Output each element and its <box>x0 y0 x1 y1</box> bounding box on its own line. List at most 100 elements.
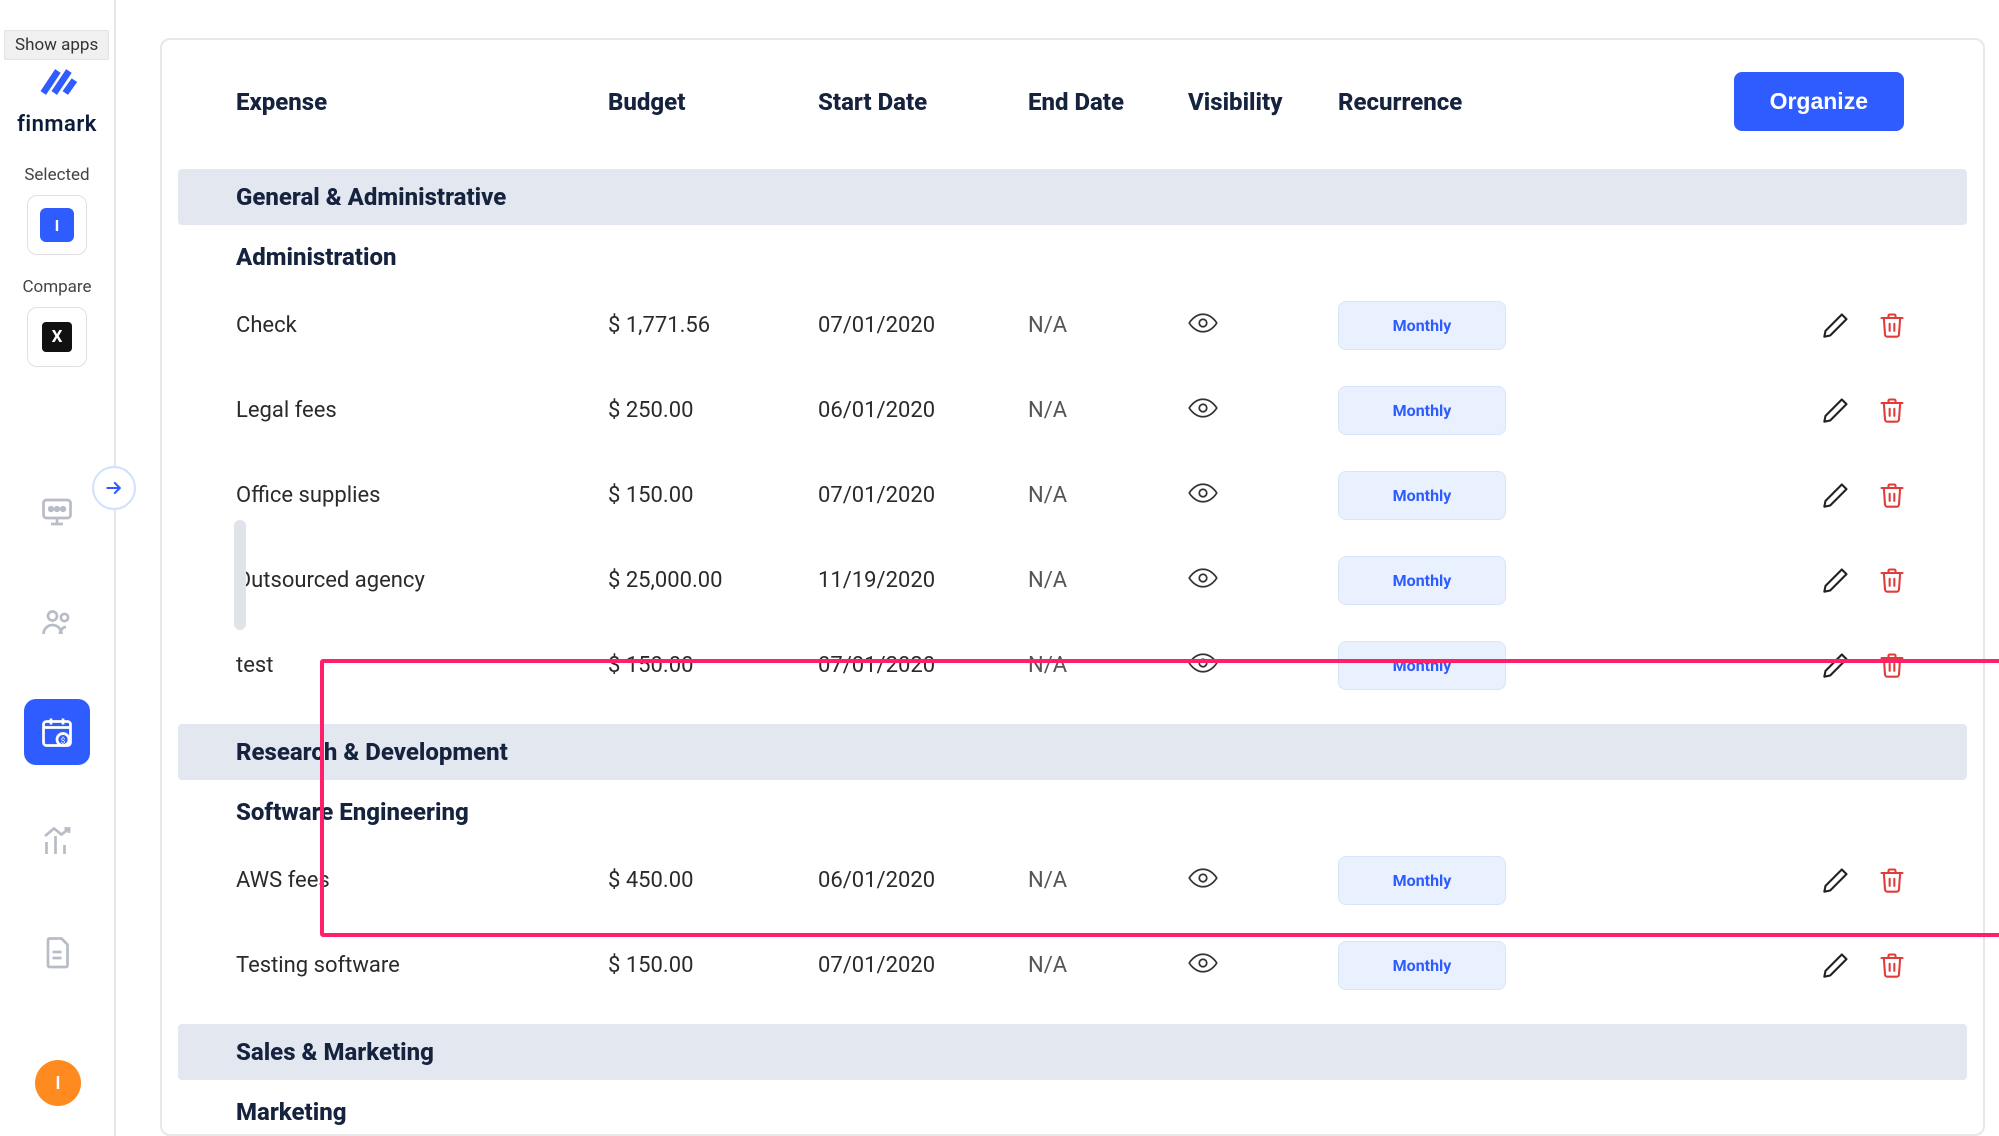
visibility-toggle[interactable] <box>1188 653 1338 679</box>
table-header: Expense Budget Start Date End Date Visib… <box>178 40 1967 153</box>
edit-button[interactable] <box>1822 651 1852 681</box>
table-row: Office supplies$ 150.0007/01/2020N/A Mon… <box>178 453 1967 538</box>
cell-end-date: N/A <box>1028 483 1188 508</box>
subgroup-header[interactable]: Software Engineering <box>178 780 1967 838</box>
trash-icon <box>1878 396 1906 426</box>
cell-end-date: N/A <box>1028 868 1188 893</box>
cell-expense: Check <box>178 313 608 338</box>
visibility-toggle[interactable] <box>1188 483 1338 509</box>
delete-button[interactable] <box>1878 651 1908 681</box>
delete-button[interactable] <box>1878 396 1908 426</box>
visibility-toggle[interactable] <box>1188 568 1338 594</box>
cell-budget: $ 450.00 <box>608 868 818 893</box>
subgroup-header[interactable]: Marketing <box>178 1080 1967 1136</box>
col-start-date: Start Date <box>818 88 1028 116</box>
table-row: Legal fees$ 250.0006/01/2020N/A Monthly <box>178 368 1967 453</box>
delete-button[interactable] <box>1878 866 1908 896</box>
group-header[interactable]: General & Administrative <box>178 169 1967 225</box>
cell-end-date: N/A <box>1028 313 1188 338</box>
eye-icon <box>1188 653 1218 679</box>
cell-budget: $ 25,000.00 <box>608 568 818 593</box>
expense-board: Expense Budget Start Date End Date Visib… <box>160 38 1985 1136</box>
eye-icon <box>1188 953 1218 979</box>
edit-button[interactable] <box>1822 866 1852 896</box>
visibility-toggle[interactable] <box>1188 313 1338 339</box>
compare-label: Compare <box>22 277 91 297</box>
brand-logo-icon <box>35 60 79 104</box>
delete-button[interactable] <box>1878 951 1908 981</box>
trash-icon <box>1878 651 1906 681</box>
compare-scenario-button[interactable]: X <box>27 307 87 367</box>
selected-scenario-letter: I <box>40 208 74 242</box>
arrow-right-icon <box>104 478 124 498</box>
cell-expense: test <box>178 653 608 678</box>
recurrence-badge[interactable]: Monthly <box>1338 641 1506 690</box>
selected-label: Selected <box>24 165 89 185</box>
group-header[interactable]: Sales & Marketing <box>178 1024 1967 1080</box>
recurrence-badge[interactable]: Monthly <box>1338 856 1506 905</box>
cell-budget: $ 1,771.56 <box>608 313 818 338</box>
avatar[interactable]: I <box>35 1060 81 1106</box>
cell-start-date: 07/01/2020 <box>818 313 1028 338</box>
edit-button[interactable] <box>1822 951 1852 981</box>
show-apps-chip[interactable]: Show apps <box>4 30 109 60</box>
eye-icon <box>1188 398 1218 424</box>
cell-budget: $ 250.00 <box>608 398 818 423</box>
expand-sidebar-button[interactable] <box>92 466 136 510</box>
table-row: Check$ 1,771.5607/01/2020N/A Monthly <box>178 283 1967 368</box>
cell-expense: AWS fees <box>178 868 608 893</box>
sidebar: finmark Selected I Compare X $ <box>0 0 116 1136</box>
cell-budget: $ 150.00 <box>608 953 818 978</box>
nav-expenses[interactable]: $ <box>24 699 90 765</box>
cell-budget: $ 150.00 <box>608 483 818 508</box>
calendar-money-icon: $ <box>39 714 75 750</box>
nav-people[interactable] <box>24 589 90 655</box>
nav-dashboard[interactable] <box>24 479 90 545</box>
col-recurrence: Recurrence <box>1338 88 1598 116</box>
trash-icon <box>1878 951 1906 981</box>
edit-button[interactable] <box>1822 311 1852 341</box>
cell-start-date: 07/01/2020 <box>818 953 1028 978</box>
col-end-date: End Date <box>1028 88 1188 116</box>
edit-button[interactable] <box>1822 566 1852 596</box>
bar-chart-up-icon <box>39 824 75 860</box>
nav-reports[interactable] <box>24 809 90 875</box>
scrollbar-thumb[interactable] <box>234 520 246 630</box>
visibility-toggle[interactable] <box>1188 398 1338 424</box>
cell-expense: Testing software <box>178 953 608 978</box>
nav-documents[interactable] <box>24 919 90 985</box>
eye-icon <box>1188 868 1218 894</box>
col-budget: Budget <box>608 88 818 116</box>
organize-button[interactable]: Organize <box>1734 72 1904 131</box>
recurrence-badge[interactable]: Monthly <box>1338 471 1506 520</box>
selected-scenario-button[interactable]: I <box>27 195 87 255</box>
edit-button[interactable] <box>1822 481 1852 511</box>
document-icon <box>39 934 75 970</box>
pencil-icon <box>1822 651 1850 681</box>
subgroup-header[interactable]: Administration <box>178 225 1967 283</box>
group-header[interactable]: Research & Development <box>178 724 1967 780</box>
cell-start-date: 06/01/2020 <box>818 398 1028 423</box>
pencil-icon <box>1822 396 1850 426</box>
visibility-toggle[interactable] <box>1188 953 1338 979</box>
svg-text:$: $ <box>61 735 66 746</box>
eye-icon <box>1188 483 1218 509</box>
main: Expense Budget Start Date End Date Visib… <box>116 0 1999 1136</box>
eye-icon <box>1188 313 1218 339</box>
pencil-icon <box>1822 866 1850 896</box>
cell-end-date: N/A <box>1028 653 1188 678</box>
recurrence-badge[interactable]: Monthly <box>1338 556 1506 605</box>
visibility-toggle[interactable] <box>1188 868 1338 894</box>
table-row: Outsourced agency$ 25,000.0011/19/2020N/… <box>178 538 1967 623</box>
delete-button[interactable] <box>1878 481 1908 511</box>
pencil-icon <box>1822 566 1850 596</box>
recurrence-badge[interactable]: Monthly <box>1338 301 1506 350</box>
trash-icon <box>1878 866 1906 896</box>
recurrence-badge[interactable]: Monthly <box>1338 386 1506 435</box>
pencil-icon <box>1822 481 1850 511</box>
edit-button[interactable] <box>1822 396 1852 426</box>
recurrence-badge[interactable]: Monthly <box>1338 941 1506 990</box>
delete-button[interactable] <box>1878 311 1908 341</box>
trash-icon <box>1878 481 1906 511</box>
delete-button[interactable] <box>1878 566 1908 596</box>
